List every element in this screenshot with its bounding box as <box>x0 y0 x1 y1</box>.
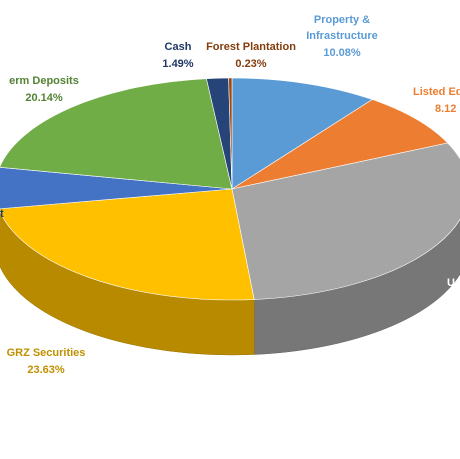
category-label: GRZ Securities <box>7 347 86 359</box>
pie-slice <box>231 142 460 300</box>
value-label: 1.49% <box>162 58 193 70</box>
pie-slice <box>0 188 255 301</box>
pie-slice <box>228 77 233 190</box>
value-label: 8.12 <box>435 103 456 115</box>
pie-tops <box>0 77 460 301</box>
value-label: 10.08% <box>323 47 361 59</box>
value-label: 20.14% <box>25 92 63 104</box>
pie-slice <box>0 166 233 210</box>
category-label: Cash <box>165 41 192 53</box>
category-label: Forest Plantation <box>206 41 296 53</box>
value-label: 23.63% <box>27 364 65 376</box>
category-label: U <box>447 277 455 289</box>
labels: Property & Infrastructure 10.08% Listed Eq 8… <box>0 14 460 376</box>
category-label: t <box>0 208 4 220</box>
category-label: Listed Eq <box>413 86 460 98</box>
pie-slice <box>231 77 373 190</box>
pie-slice <box>0 78 233 190</box>
category-label: Property & Infrastructure <box>306 14 378 42</box>
value-label: 0.23% <box>235 58 266 70</box>
pie-slice <box>231 99 449 190</box>
category-label: erm Deposits <box>9 75 79 87</box>
